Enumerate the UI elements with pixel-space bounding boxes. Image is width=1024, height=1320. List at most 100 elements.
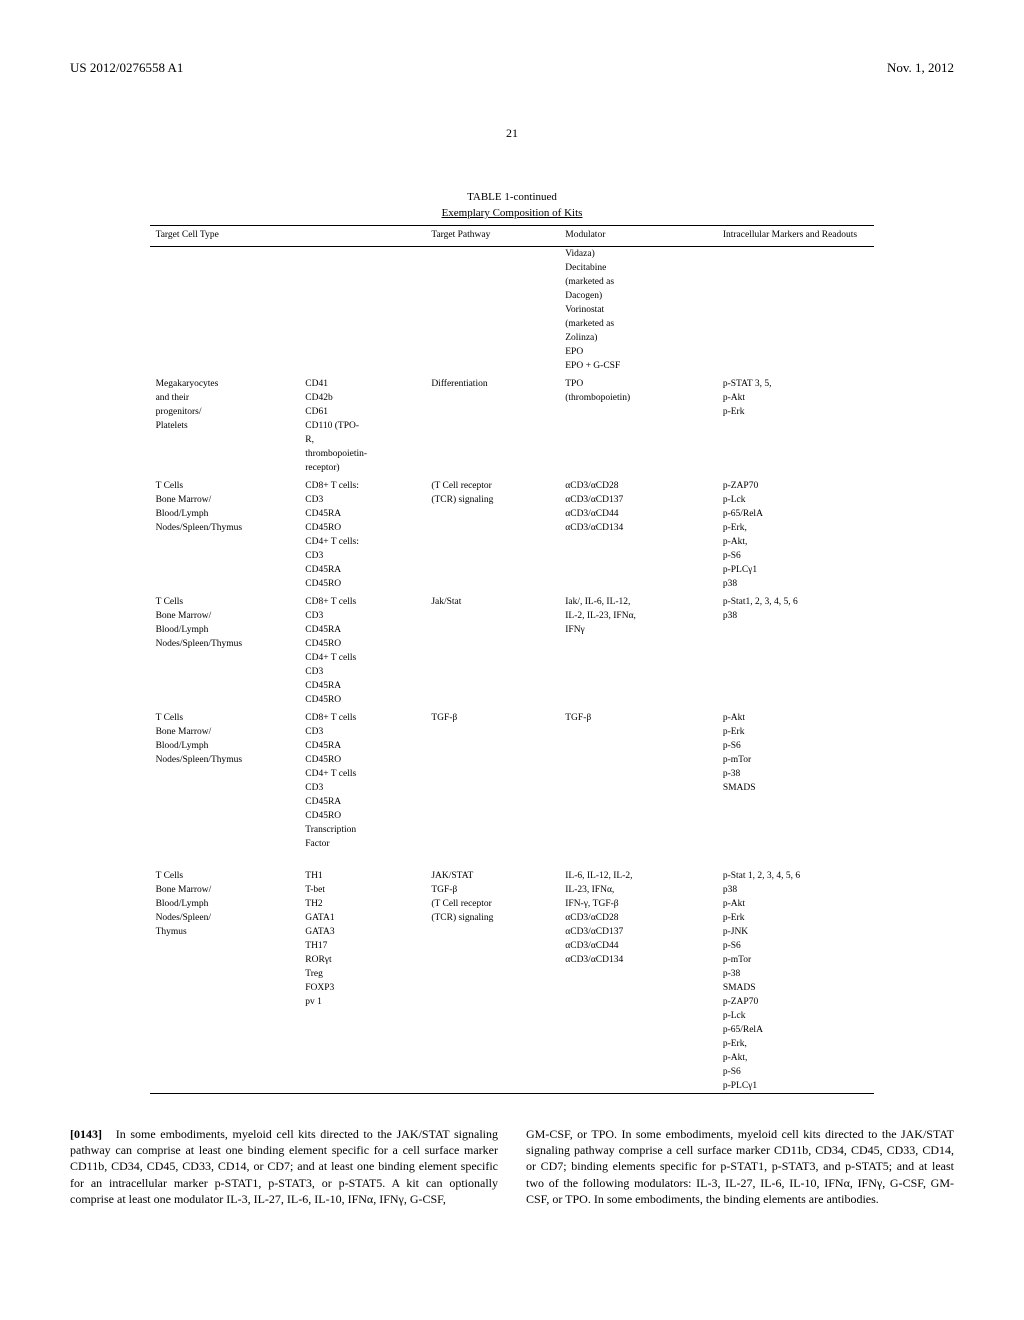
table-cell: [425, 391, 559, 405]
table-row: CD4+ T cells: [150, 651, 875, 665]
table-cell: [150, 679, 300, 693]
table-cell: p-mTor: [717, 953, 875, 967]
table-row: Blood/LymphCD45RA IFNγ: [150, 623, 875, 637]
table-row: Dacogen): [150, 289, 875, 303]
table-cell: CD45RA: [299, 623, 425, 637]
table-cell: [150, 577, 300, 591]
table-cell: [425, 693, 559, 707]
table-cell: IL-6, IL-12, IL-2,: [559, 865, 717, 883]
table-cell: [150, 981, 300, 995]
table-row: CD45RA: [150, 679, 875, 693]
table-cell: [150, 247, 300, 262]
table-cell: Transcription: [299, 823, 425, 837]
table-cell: [425, 461, 559, 475]
table-cell: [559, 995, 717, 1009]
page-header: US 2012/0276558 A1 Nov. 1, 2012: [70, 60, 954, 76]
table-cell: [150, 809, 300, 823]
table-cell: p-ZAP70: [717, 475, 875, 493]
table-cell: TGF-β: [559, 707, 717, 725]
table-cell: [299, 247, 425, 262]
table-row: Factor: [150, 837, 875, 851]
table-cell: [425, 725, 559, 739]
table-cell: p-Stat1, 2, 3, 4, 5, 6: [717, 591, 875, 609]
table-cell: [150, 823, 300, 837]
table-cell: TH17: [299, 939, 425, 953]
table-cell: [425, 1079, 559, 1094]
table-cell: TH2: [299, 897, 425, 911]
table-cell: [425, 623, 559, 637]
table-row: Zolinza): [150, 331, 875, 345]
table-cell: [150, 781, 300, 795]
table-row: CD4+ T cellsp-38: [150, 767, 875, 781]
table-cell: [559, 405, 717, 419]
table-cell: p38: [717, 609, 875, 623]
table-cell: CD45RA: [299, 679, 425, 693]
table-cell: [717, 317, 875, 331]
table-cell: [425, 995, 559, 1009]
table-cell: [559, 535, 717, 549]
table-cell: T Cells: [150, 707, 300, 725]
table-cell: [150, 331, 300, 345]
table-cell: [559, 837, 717, 851]
table-row: T CellsCD8+ T cells:(T Cell receptorαCD3…: [150, 475, 875, 493]
table-cell: T Cells: [150, 475, 300, 493]
table-cell: Blood/Lymph: [150, 897, 300, 911]
table-cell: [425, 447, 559, 461]
table-cell: [150, 359, 300, 373]
table-cell: IFNγ: [559, 623, 717, 637]
table-cell: [150, 693, 300, 707]
table-row: CD3: [150, 665, 875, 679]
table-cell: [425, 507, 559, 521]
table-cell: [150, 665, 300, 679]
table-cell: CD110 (TPO-: [299, 419, 425, 433]
table-cell: [559, 981, 717, 995]
table-cell: [559, 1009, 717, 1023]
table-cell: p-mTor: [717, 753, 875, 767]
table-cell: p-65/RelA: [717, 1023, 875, 1037]
table-cell: CD8+ T cells:: [299, 475, 425, 493]
table-cell: [150, 275, 300, 289]
table-cell: p-38: [717, 767, 875, 781]
table-cell: EPO: [559, 345, 717, 359]
table-subtitle: Exemplary Composition of Kits: [70, 207, 954, 219]
table-cell: [299, 331, 425, 345]
table-cell: p-Erk,: [717, 521, 875, 535]
table-cell: p-Erk: [717, 405, 875, 419]
table-cell: Bone Marrow/: [150, 493, 300, 507]
table-cell: p-38: [717, 967, 875, 981]
table-cell: [717, 809, 875, 823]
table-cell: [150, 1023, 300, 1037]
table-row: Bone Marrow/CD3IL-2, IL-23, IFNα,p38: [150, 609, 875, 623]
table-cell: CD45RO: [299, 693, 425, 707]
table-row: CD3p-S6: [150, 549, 875, 563]
table-cell: T-bet: [299, 883, 425, 897]
table-cell: [150, 461, 300, 475]
table-cell: [425, 925, 559, 939]
table-cell: Vidaza): [559, 247, 717, 262]
table-cell: (marketed as: [559, 317, 717, 331]
table-cell: (T Cell receptor: [425, 897, 559, 911]
table-cell: p-Akt,: [717, 535, 875, 549]
table-row: CD45ROp38: [150, 577, 875, 591]
table-cell: [717, 359, 875, 373]
table-cell: CD3: [299, 665, 425, 679]
table-cell: [559, 679, 717, 693]
table-cell: αCD3/αCD44: [559, 939, 717, 953]
table-cell: SMADS: [717, 781, 875, 795]
table-cell: [150, 433, 300, 447]
table-cell: Nodes/Spleen/Thymus: [150, 521, 300, 535]
table-cell: IFN-γ, TGF-β: [559, 897, 717, 911]
table-cell: TGF-β: [425, 883, 559, 897]
table-cell: (TCR) signaling: [425, 493, 559, 507]
table-cell: [299, 359, 425, 373]
table-cell: [425, 419, 559, 433]
table-cell: [425, 317, 559, 331]
table-cell: (marketed as: [559, 275, 717, 289]
table-row: FOXP3SMADS: [150, 981, 875, 995]
table-cell: CD8+ T cells: [299, 591, 425, 609]
col-header: Modulator: [559, 226, 717, 247]
table-cell: [425, 549, 559, 563]
table-cell: [425, 433, 559, 447]
table-cell: Blood/Lymph: [150, 623, 300, 637]
table-cell: [299, 1065, 425, 1079]
